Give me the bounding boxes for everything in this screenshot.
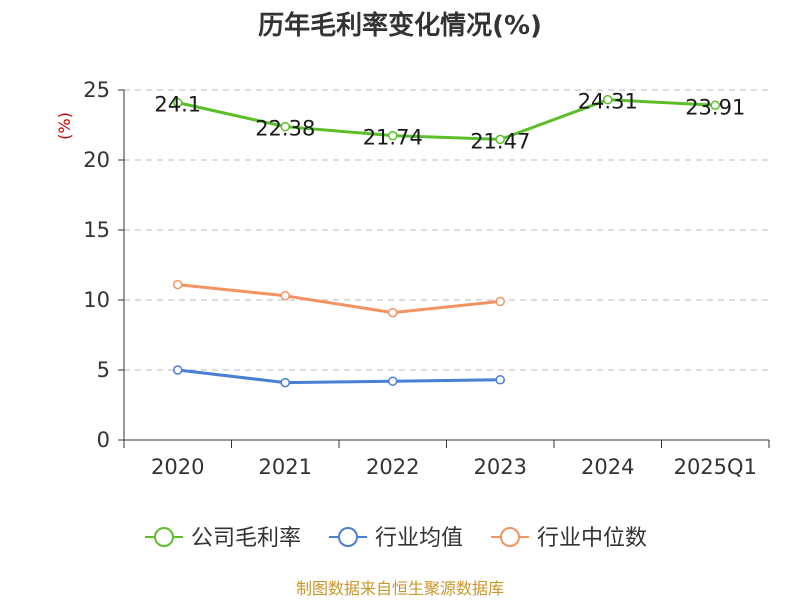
y-tick-label: 15 [83,218,110,242]
data-label: 23.91 [685,95,745,119]
y-axis-label: (%) [55,112,74,140]
legend-label: 公司毛利率 [191,526,301,551]
legend-label: 行业中位数 [537,526,647,551]
legend-item-1[interactable]: 行业均值 [329,526,463,551]
legend-item-0[interactable]: 公司毛利率 [145,526,301,551]
data-point[interactable] [388,307,398,318]
data-label: 24.1 [154,93,201,117]
series-0 [173,94,720,145]
series-lines [173,94,720,388]
legend-label: 行业均值 [375,526,463,551]
legend-item-2[interactable]: 行业中位数 [491,526,647,551]
data-point[interactable] [603,94,613,105]
y-tick-label: 5 [97,358,110,382]
series-line [177,368,501,385]
series-2 [173,279,505,318]
legend[interactable]: 公司毛利率 行业均值 行业中位数 [145,526,647,551]
data-point[interactable] [280,121,290,132]
data-point[interactable] [280,377,290,388]
x-tick-label: 2023 [474,455,527,479]
y-tick-label: 20 [83,148,110,172]
source-note: 制图数据来自恒生聚源数据库 [296,579,504,598]
data-labels: 24.1 22.38 21.74 21.47 24.31 23.91 [154,90,745,154]
x-tick-label: 2025Q1 [674,455,757,479]
x-tick-label: 2022 [366,455,419,479]
data-point[interactable] [173,279,183,290]
data-point[interactable] [388,130,398,141]
legend-marker [500,527,520,547]
series-line [177,283,501,315]
legend-marker [338,527,358,547]
data-point[interactable] [173,365,183,375]
data-label: 21.47 [470,129,530,153]
data-label: 24.31 [578,90,638,114]
axes: 0 5 10 15 20 25 2020 2021 2022 2023 2024 2025Q1 [83,78,770,479]
legend-marker [154,527,174,547]
x-tick-label: 2020 [151,455,204,479]
data-point[interactable] [495,296,505,307]
data-point[interactable] [388,376,398,386]
y-tick-label: 10 [83,288,110,312]
data-point[interactable] [710,100,720,111]
data-label: 21.74 [363,126,423,150]
x-tick-label: 2024 [581,455,634,479]
data-label: 22.38 [255,117,315,141]
data-point[interactable] [495,134,505,145]
data-point[interactable] [173,97,183,108]
x-tick-label: 2021 [259,455,312,479]
data-point[interactable] [495,375,505,385]
data-point[interactable] [280,291,290,301]
chart-title: 历年毛利率变化情况(%) [258,10,542,41]
y-tick-label: 25 [83,78,110,102]
series-line [177,98,716,141]
y-tick-label: 0 [97,428,110,452]
grid [124,89,769,371]
series-1 [173,365,505,388]
